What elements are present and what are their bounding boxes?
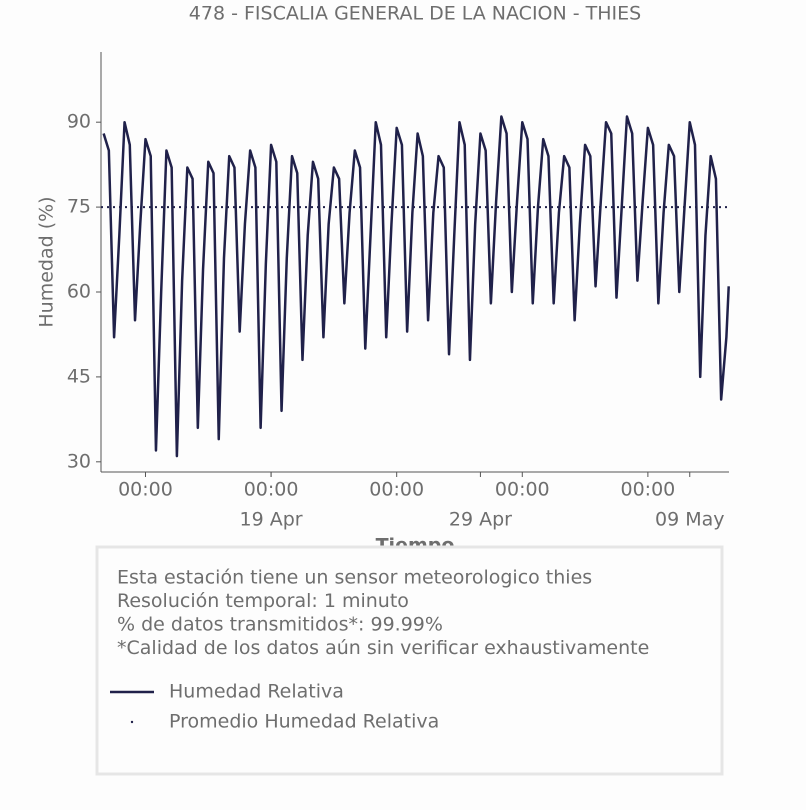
info-box [95,545,724,776]
info-text: % de datos transmitidos*: 99.99% [117,614,443,636]
x-tick-label: 00:00 [369,479,424,501]
x-tick-label: 19 Apr [240,509,303,531]
legend-marker [130,720,134,724]
info-text: Esta estación tiene un sensor meteorolog… [117,567,592,589]
y-tick-label: 60 [67,281,91,303]
legend-label: Promedio Humedad Relativa [169,711,439,733]
legend-label: Humedad Relativa [169,681,344,703]
info-text: Resolución temporal: 1 minuto [117,590,409,612]
y-tick-label: 90 [67,111,91,133]
x-tick-label: 29 Apr [449,509,512,531]
x-tick-label: 09 May [655,509,725,531]
humidity-line [102,115,730,458]
y-axis-label: Humedad (%) [36,196,58,327]
x-tick-label: 00:00 [621,479,676,501]
y-tick-label: 30 [67,450,91,472]
info-text: *Calidad de los datos aún sin verificar … [117,637,649,659]
x-tick-label: 00:00 [495,479,550,501]
x-tick-label: 00:00 [118,479,173,501]
y-tick-label: 75 [67,196,91,218]
chart-title: 478 - FISCALIA GENERAL DE LA NACION - TH… [189,3,641,25]
x-tick-label: 00:00 [244,479,299,501]
y-tick-label: 45 [67,365,91,387]
